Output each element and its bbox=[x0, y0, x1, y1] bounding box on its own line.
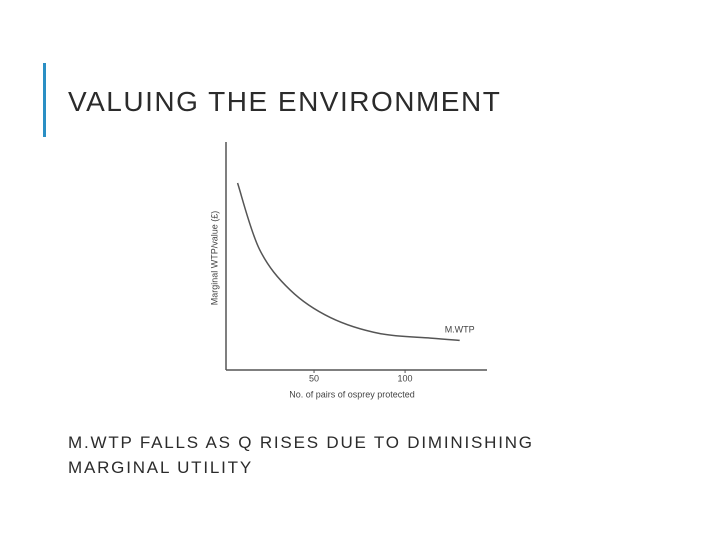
x-tick-label: 50 bbox=[309, 373, 319, 383]
x-axis-label: No. of pairs of osprey protected bbox=[289, 389, 415, 399]
series-label: M.WTP bbox=[445, 325, 475, 335]
curve bbox=[236, 182, 460, 342]
y-axis-label: Marginal WTP/value (£) bbox=[209, 211, 219, 306]
accent-bar bbox=[43, 63, 46, 137]
slide-title: VALUING THE ENVIRONMENT bbox=[68, 86, 502, 117]
slide-caption: M.WTP FALLS AS Q RISES DUE TO DIMINISHIN… bbox=[68, 433, 534, 477]
x-tick-label: 100 bbox=[398, 373, 413, 383]
